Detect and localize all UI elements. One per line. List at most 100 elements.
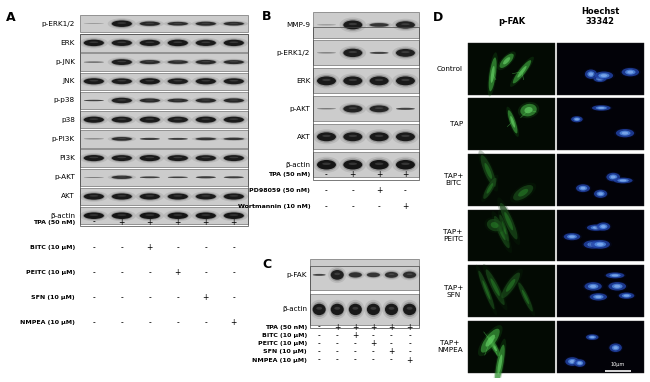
Ellipse shape: [382, 270, 400, 280]
Ellipse shape: [111, 211, 133, 220]
Ellipse shape: [392, 129, 419, 144]
Ellipse shape: [140, 138, 160, 140]
Ellipse shape: [192, 191, 220, 201]
Ellipse shape: [614, 178, 632, 183]
Ellipse shape: [168, 138, 188, 140]
Ellipse shape: [196, 40, 216, 46]
Ellipse shape: [621, 68, 639, 76]
Ellipse shape: [610, 343, 622, 352]
Ellipse shape: [80, 76, 108, 86]
Ellipse shape: [478, 270, 495, 309]
Text: -: -: [148, 293, 151, 302]
Ellipse shape: [223, 98, 245, 103]
Ellipse shape: [89, 214, 98, 216]
Ellipse shape: [167, 60, 189, 65]
Ellipse shape: [111, 136, 133, 141]
Text: p-FAK: p-FAK: [287, 272, 307, 278]
Ellipse shape: [400, 300, 419, 319]
Bar: [469, 99, 555, 150]
Ellipse shape: [503, 57, 510, 65]
Ellipse shape: [593, 295, 604, 299]
Text: PEITC (10 μM): PEITC (10 μM): [25, 270, 75, 275]
Ellipse shape: [195, 39, 217, 47]
Ellipse shape: [195, 77, 217, 85]
Ellipse shape: [83, 77, 105, 85]
Text: +: +: [388, 347, 395, 356]
Bar: [557, 265, 644, 317]
Text: -: -: [390, 356, 393, 364]
Ellipse shape: [312, 302, 326, 317]
Ellipse shape: [620, 67, 641, 77]
Bar: [313, 96, 419, 121]
Ellipse shape: [195, 211, 217, 220]
Ellipse shape: [343, 21, 362, 29]
Ellipse shape: [501, 272, 520, 298]
Ellipse shape: [497, 354, 502, 374]
Bar: [313, 68, 419, 94]
Ellipse shape: [343, 76, 362, 85]
Ellipse shape: [339, 46, 366, 60]
Ellipse shape: [622, 132, 628, 134]
Ellipse shape: [506, 279, 515, 292]
Bar: [310, 259, 419, 290]
Ellipse shape: [595, 242, 606, 247]
Ellipse shape: [108, 115, 136, 125]
Ellipse shape: [108, 96, 136, 105]
Ellipse shape: [375, 107, 383, 109]
Ellipse shape: [577, 361, 583, 365]
Ellipse shape: [348, 272, 363, 278]
Ellipse shape: [491, 211, 512, 253]
Ellipse shape: [196, 22, 216, 26]
Ellipse shape: [493, 339, 506, 382]
Text: -: -: [404, 186, 407, 195]
Ellipse shape: [84, 78, 104, 84]
Ellipse shape: [401, 79, 410, 81]
Ellipse shape: [484, 163, 492, 179]
Ellipse shape: [224, 117, 244, 123]
Ellipse shape: [395, 48, 416, 58]
Ellipse shape: [499, 214, 509, 241]
Ellipse shape: [597, 191, 604, 196]
Text: -: -: [408, 339, 411, 348]
Ellipse shape: [111, 58, 133, 66]
Ellipse shape: [343, 47, 363, 58]
Ellipse shape: [195, 116, 217, 124]
Ellipse shape: [223, 193, 245, 201]
Bar: [80, 130, 248, 147]
Ellipse shape: [366, 302, 380, 317]
Ellipse shape: [168, 22, 188, 26]
Ellipse shape: [582, 240, 604, 249]
Ellipse shape: [349, 304, 362, 315]
Text: PI3K: PI3K: [59, 155, 75, 161]
Ellipse shape: [112, 117, 132, 123]
Ellipse shape: [224, 138, 244, 140]
Ellipse shape: [196, 155, 216, 161]
Ellipse shape: [164, 59, 192, 65]
Ellipse shape: [220, 137, 248, 141]
Ellipse shape: [164, 37, 192, 49]
Ellipse shape: [108, 136, 136, 142]
Ellipse shape: [83, 211, 105, 220]
Bar: [80, 53, 248, 71]
Ellipse shape: [601, 74, 607, 77]
Ellipse shape: [589, 239, 612, 249]
Ellipse shape: [491, 222, 499, 228]
Text: SFN (10 μM): SFN (10 μM): [263, 349, 307, 354]
Ellipse shape: [624, 295, 629, 297]
Bar: [469, 154, 555, 206]
Text: D: D: [433, 11, 443, 24]
Ellipse shape: [317, 108, 336, 109]
Ellipse shape: [487, 183, 493, 194]
Bar: [313, 124, 419, 149]
Ellipse shape: [138, 39, 161, 47]
Text: +: +: [370, 322, 376, 332]
Ellipse shape: [192, 210, 220, 221]
Text: -: -: [148, 318, 151, 327]
Bar: [80, 34, 248, 226]
Ellipse shape: [223, 60, 245, 65]
Ellipse shape: [573, 117, 580, 121]
Text: -: -: [354, 356, 357, 364]
Ellipse shape: [317, 307, 322, 310]
Ellipse shape: [367, 273, 380, 277]
Ellipse shape: [518, 282, 533, 312]
